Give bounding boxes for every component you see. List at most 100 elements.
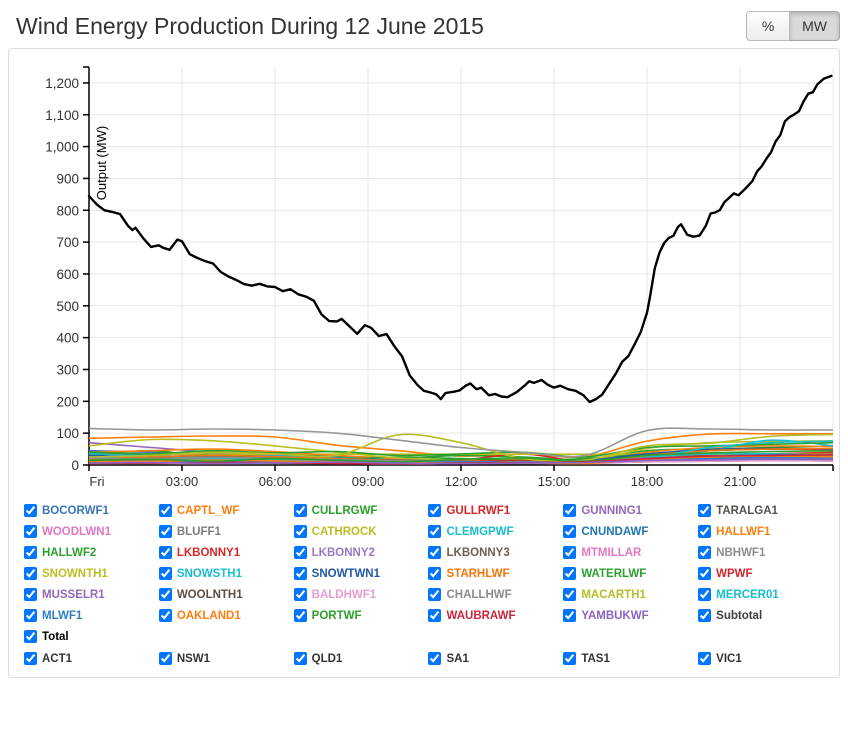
checkbox-WATERLWF[interactable] xyxy=(563,567,577,580)
checkbox-Total[interactable] xyxy=(24,630,37,643)
legend-item-WATERLWF[interactable]: WATERLWF xyxy=(563,567,694,580)
y-tick-label: 1,100 xyxy=(45,108,79,123)
legend-label-STARHLWF: STARHLWF xyxy=(446,567,510,580)
legend-item-LKBONNY2[interactable]: LKBONNY2 xyxy=(293,546,425,559)
y-tick-label: 200 xyxy=(56,394,79,409)
legend-label-TAS1: TAS1 xyxy=(581,652,610,665)
checkbox-CATHROCK[interactable] xyxy=(293,525,307,538)
checkbox-QLD1[interactable] xyxy=(293,652,307,665)
checkbox-CNUNDAWF[interactable] xyxy=(563,525,577,538)
legend-item-PORTWF[interactable]: PORTWF xyxy=(293,609,425,622)
mw-button[interactable]: MW xyxy=(790,11,840,41)
checkbox-MLWF1[interactable] xyxy=(24,609,37,622)
legend-item-SNOWSTH1[interactable]: SNOWSTH1 xyxy=(158,567,290,580)
checkbox-STARHLWF[interactable] xyxy=(428,567,442,580)
legend-item-BOCORWF1[interactable]: BOCORWF1 xyxy=(24,504,155,517)
checkbox-CLEMGPWF[interactable] xyxy=(428,525,442,538)
legend-label-SNOWNTH1: SNOWNTH1 xyxy=(42,567,108,580)
legend-item-TARALGA1[interactable]: TARALGA1 xyxy=(698,504,829,517)
legend-item-GUNNING1[interactable]: GUNNING1 xyxy=(563,504,694,517)
checkbox-LKBONNY1[interactable] xyxy=(158,546,172,559)
checkbox-HALLWF1[interactable] xyxy=(698,525,712,538)
checkbox-MERCER01[interactable] xyxy=(698,588,712,601)
legend-item-Total[interactable]: Total xyxy=(24,630,155,643)
legend-item-STARHLWF[interactable]: STARHLWF xyxy=(428,567,559,580)
legend-label-LKBONNY1: LKBONNY1 xyxy=(176,546,241,559)
legend-item-YAMBUKWF[interactable]: YAMBUKWF xyxy=(563,609,694,622)
legend-item-NSW1[interactable]: NSW1 xyxy=(158,652,290,665)
checkbox-SNOWNTH1[interactable] xyxy=(24,567,37,580)
legend-item-BALDHWF1[interactable]: BALDHWF1 xyxy=(293,588,425,601)
checkbox-LKBONNY3[interactable] xyxy=(428,546,442,559)
legend-item-NBHWF1[interactable]: NBHWF1 xyxy=(698,546,829,559)
legend-item-LKBONNY3[interactable]: LKBONNY3 xyxy=(428,546,559,559)
legend-item-Subtotal[interactable]: Subtotal xyxy=(698,609,829,622)
checkbox-GUNNING1[interactable] xyxy=(563,504,577,517)
legend-label-ACT1: ACT1 xyxy=(42,652,73,665)
legend-item-MUSSELR1[interactable]: MUSSELR1 xyxy=(24,588,155,601)
legend-item-WPWF[interactable]: WPWF xyxy=(698,567,829,580)
checkbox-LKBONNY2[interactable] xyxy=(293,546,307,559)
legend-item-CULLRGWF[interactable]: CULLRGWF xyxy=(293,504,425,517)
wind-output-chart: 0 100 200 300 400 500 600 700 800 900 1,000 1,100 1,… xyxy=(45,66,834,489)
legend-item-TAS1[interactable]: TAS1 xyxy=(563,652,694,665)
checkbox-CHALLHWF[interactable] xyxy=(428,588,442,601)
legend-label-LKBONNY3: LKBONNY3 xyxy=(446,546,510,559)
checkbox-PORTWF[interactable] xyxy=(293,609,307,622)
legend-item-CLEMGPWF[interactable]: CLEMGPWF xyxy=(428,525,559,538)
checkbox-VIC1[interactable] xyxy=(698,652,712,665)
legend-item-QLD1[interactable]: QLD1 xyxy=(293,652,425,665)
checkbox-TARALGA1[interactable] xyxy=(698,504,712,517)
legend-item-MLWF1[interactable]: MLWF1 xyxy=(24,609,155,622)
checkbox-WPWF[interactable] xyxy=(698,567,712,580)
checkbox-SNOWSTH1[interactable] xyxy=(158,567,172,580)
legend-item-MTMILLAR[interactable]: MTMILLAR xyxy=(563,546,694,559)
checkbox-WOODLWN1[interactable] xyxy=(24,525,37,538)
legend-item-CAPTL_WF[interactable]: CAPTL_WF xyxy=(158,504,290,517)
checkbox-BOCORWF1[interactable] xyxy=(24,504,37,517)
legend-item-LKBONNY1[interactable]: LKBONNY1 xyxy=(158,546,290,559)
checkbox-MTMILLAR[interactable] xyxy=(563,546,577,559)
checkbox-NSW1[interactable] xyxy=(158,652,172,665)
legend-item-WOODLWN1[interactable]: WOODLWN1 xyxy=(24,525,155,538)
checkbox-GULLRWF1[interactable] xyxy=(428,504,442,517)
checkbox-HALLWF2[interactable] xyxy=(24,546,37,559)
legend-item-SNOWTWN1[interactable]: SNOWTWN1 xyxy=(293,567,425,580)
checkbox-Subtotal[interactable] xyxy=(698,609,712,622)
legend-item-HALLWF1[interactable]: HALLWF1 xyxy=(698,525,829,538)
legend-item-CATHROCK[interactable]: CATHROCK xyxy=(293,525,425,538)
checkbox-WOOLNTH1[interactable] xyxy=(158,588,172,601)
checkbox-NBHWF1[interactable] xyxy=(698,546,712,559)
legend-item-BLUFF1[interactable]: BLUFF1 xyxy=(158,525,290,538)
checkbox-YAMBUKWF[interactable] xyxy=(563,609,577,622)
legend-item-WAUBRAWF[interactable]: WAUBRAWF xyxy=(428,609,559,622)
legend-item-SA1[interactable]: SA1 xyxy=(428,652,559,665)
checkbox-SNOWTWN1[interactable] xyxy=(293,567,307,580)
legend-item-ACT1[interactable]: ACT1 xyxy=(24,652,155,665)
legend-label-MACARTH1: MACARTH1 xyxy=(581,588,646,601)
checkbox-WAUBRAWF[interactable] xyxy=(428,609,442,622)
checkbox-BLUFF1[interactable] xyxy=(158,525,172,538)
checkbox-MUSSELR1[interactable] xyxy=(24,588,37,601)
legend-item-GULLRWF1[interactable]: GULLRWF1 xyxy=(428,504,559,517)
checkbox-CULLRGWF[interactable] xyxy=(293,504,307,517)
percent-button[interactable]: % xyxy=(746,11,791,41)
checkbox-MACARTH1[interactable] xyxy=(563,588,577,601)
checkbox-SA1[interactable] xyxy=(428,652,442,665)
legend-item-CNUNDAWF[interactable]: CNUNDAWF xyxy=(563,525,694,538)
legend-item-OAKLAND1[interactable]: OAKLAND1 xyxy=(158,609,290,622)
checkbox-TAS1[interactable] xyxy=(563,652,577,665)
y-tick-label: 100 xyxy=(56,426,79,441)
checkbox-BALDHWF1[interactable] xyxy=(293,588,307,601)
legend-item-CHALLHWF[interactable]: CHALLHWF xyxy=(428,588,559,601)
checkbox-OAKLAND1[interactable] xyxy=(158,609,172,622)
legend-item-SNOWNTH1[interactable]: SNOWNTH1 xyxy=(24,567,155,580)
legend-item-VIC1[interactable]: VIC1 xyxy=(698,652,829,665)
checkbox-CAPTL_WF[interactable] xyxy=(158,504,172,517)
legend-item-MERCER01[interactable]: MERCER01 xyxy=(698,588,829,601)
checkbox-ACT1[interactable] xyxy=(24,652,37,665)
legend-label-CAPTL_WF: CAPTL_WF xyxy=(176,504,240,517)
legend-item-MACARTH1[interactable]: MACARTH1 xyxy=(563,588,694,601)
legend-item-WOOLNTH1[interactable]: WOOLNTH1 xyxy=(158,588,290,601)
legend-item-HALLWF2[interactable]: HALLWF2 xyxy=(24,546,155,559)
